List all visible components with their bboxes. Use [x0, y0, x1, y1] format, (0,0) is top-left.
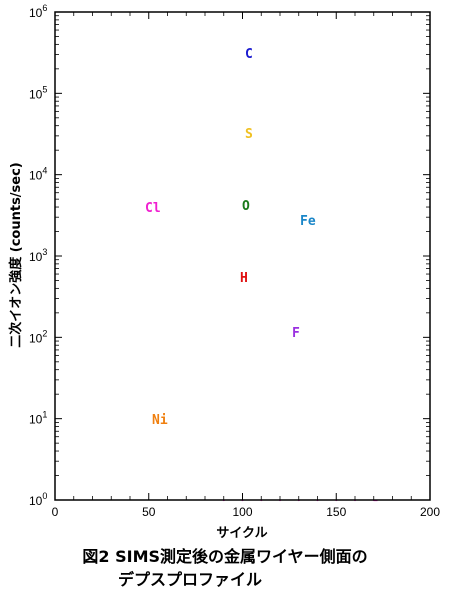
- y-tick-label: 103: [29, 247, 47, 264]
- figure-caption-line2: デプスプロファイル: [117, 570, 262, 589]
- plot-frame: [54, 11, 431, 501]
- x-tick-label: 150: [326, 505, 346, 519]
- series-label-f: F: [292, 326, 300, 341]
- x-tick-label: 100: [232, 505, 252, 519]
- y-tick-label: 104: [29, 166, 47, 183]
- series-label-h: H: [240, 271, 248, 286]
- series-label-fe: Fe: [300, 214, 316, 229]
- axes: 100 101 102 103 104 105 106 0 50 100 150 200: [29, 3, 440, 519]
- x-tick-label: 0: [52, 505, 59, 519]
- y-tick-label: 105: [29, 84, 47, 101]
- series-label-s: S: [245, 127, 253, 142]
- figure-caption-line1: 図2 SIMS測定後の金属ワイヤー側面の: [82, 547, 368, 566]
- series-label-ni: Ni: [152, 413, 168, 428]
- series-label-o: O: [242, 199, 250, 214]
- depth-profile-chart: 100 101 102 103 104 105 106 0 50 100 150 200 C S O Fe H…: [8, 3, 440, 540]
- series-label-cl: Cl: [145, 201, 161, 216]
- x-axis-label: サイクル: [216, 526, 267, 540]
- series-labels: C S O Fe H Cl F Ni: [145, 47, 316, 428]
- y-tick-label: 101: [29, 410, 47, 427]
- series-label-c: C: [245, 47, 253, 62]
- x-tick-label: 200: [420, 505, 440, 519]
- y-tick-label: 100: [29, 491, 47, 508]
- y-tick-label: 102: [29, 328, 47, 345]
- y-axis-label: 二次イオン強度 (counts/sec): [8, 162, 24, 348]
- x-tick-label: 50: [142, 505, 156, 519]
- y-tick-label: 106: [29, 3, 47, 20]
